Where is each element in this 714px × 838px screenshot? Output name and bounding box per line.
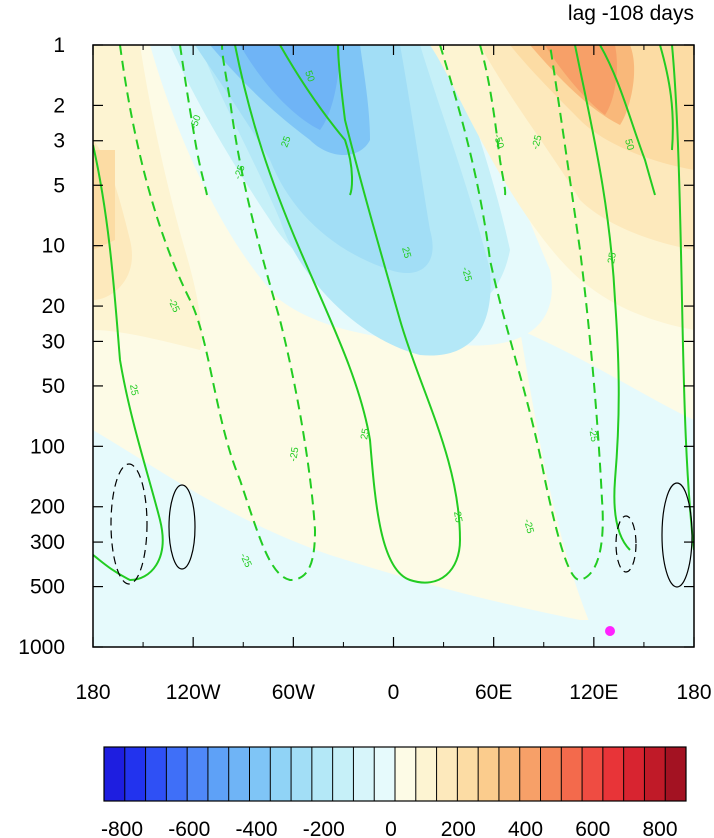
colorbar-label: -800 [101, 818, 143, 838]
y-tick-label: 200 [30, 496, 65, 519]
x-tick-label: 60E [475, 681, 512, 704]
colorbar-swatch [332, 747, 354, 801]
colorbar-swatch [374, 747, 396, 801]
contour-label: -25 [459, 266, 473, 283]
colorbar-frame [103, 746, 687, 802]
y-tick-label: 10 [42, 235, 65, 258]
colorbar-swatch [540, 747, 562, 801]
shaded-field: 50 -50 25 -25 -50 -25 50 25 -25 25 -25 2… [93, 45, 694, 647]
colorbar-swatch [187, 747, 209, 801]
colorbar-swatch [602, 747, 625, 801]
colorbar-swatch [582, 747, 604, 801]
colorbar-label: -200 [303, 818, 345, 838]
x-axis: 180 120W 60W 0 60E 120E 180 [75, 45, 712, 704]
x-tick-label: 60W [272, 681, 315, 704]
colorbar-label: 400 [508, 818, 543, 838]
contour-label: -25 [288, 446, 301, 463]
marker-point [605, 626, 615, 636]
y-tick-label: 20 [42, 295, 65, 318]
contour-label: -50 [188, 113, 203, 131]
x-tick-label: 180 [676, 681, 711, 704]
colorbar-label: 0 [385, 818, 397, 838]
contour-labels: 50 -50 25 -25 -50 -25 50 25 -25 25 -25 2… [127, 69, 636, 570]
y-tick-label: 50 [42, 375, 65, 398]
colorbar-swatch [249, 747, 271, 801]
colorbar-label: -600 [168, 818, 210, 838]
contour-label: 50 [302, 69, 316, 84]
colorbar-swatch [353, 747, 375, 801]
colorbar-swatch [104, 747, 126, 801]
colorbar-swatch [395, 747, 417, 801]
y-tick-label: 1 [53, 34, 65, 57]
colorbar-swatch [498, 747, 521, 801]
colorbar-swatch [519, 747, 541, 801]
colorbar-swatch [415, 747, 438, 801]
y-tick-label: 5 [53, 174, 65, 197]
colorbar-label: -400 [235, 818, 277, 838]
contour-label: 25 [127, 384, 140, 397]
chart-title: lag -108 days [568, 2, 694, 25]
contour-label: -50 [491, 133, 505, 150]
colorbar-swatch [561, 747, 583, 801]
contour-label: 25 [359, 427, 372, 440]
x-tick-label: 0 [388, 681, 400, 704]
colorbar-label: 800 [642, 818, 677, 838]
y-tick-label: 3 [53, 130, 65, 153]
contour-label: 25 [279, 134, 293, 149]
colorbar-swatch [311, 747, 334, 801]
contour-label: -25 [530, 134, 544, 151]
y-axis: 1 2 3 5 10 20 30 50 100 200 300 500 1000 [18, 34, 694, 659]
colorbar-swatch [665, 747, 687, 801]
contour-label: 25 [606, 251, 619, 264]
colorbar-swatch [478, 747, 500, 801]
colorbar-swatch [291, 747, 313, 801]
y-tick-label: 1000 [18, 636, 65, 659]
contour-label: -25 [521, 518, 535, 535]
contour-label: 50 [622, 138, 636, 152]
colorbar-swatch [644, 747, 666, 801]
x-tick-label: 180 [75, 681, 110, 704]
y-tick-label: 300 [30, 531, 65, 554]
x-tick-label: 120W [166, 681, 221, 704]
colorbar-swatch [228, 747, 250, 801]
colorbar-swatch [124, 747, 147, 801]
y-tick-label: 30 [42, 330, 65, 353]
contour-label: -25 [586, 427, 599, 444]
colorbar-swatch [457, 747, 479, 801]
colorbar-swatch [207, 747, 230, 801]
colorbar-swatch [436, 747, 458, 801]
colorbar-swatch [166, 747, 188, 801]
colorbar-label: 200 [441, 818, 476, 838]
y-tick-label: 100 [30, 435, 65, 458]
x-tick-label: 120E [569, 681, 618, 704]
y-tick-label: 500 [30, 576, 65, 599]
colorbar-swatch [145, 747, 167, 801]
y-tick-label: 2 [53, 94, 65, 117]
contour-label: 25 [399, 246, 413, 260]
colorbar-swatch [270, 747, 292, 801]
contour-label: -25 [232, 163, 247, 181]
contour-label: 25 [451, 511, 464, 524]
colorbar: -800 -600 -400 -200 0 200 400 600 800 [101, 746, 687, 838]
colorbar-label: 600 [575, 818, 610, 838]
colorbar-swatch [623, 747, 645, 801]
